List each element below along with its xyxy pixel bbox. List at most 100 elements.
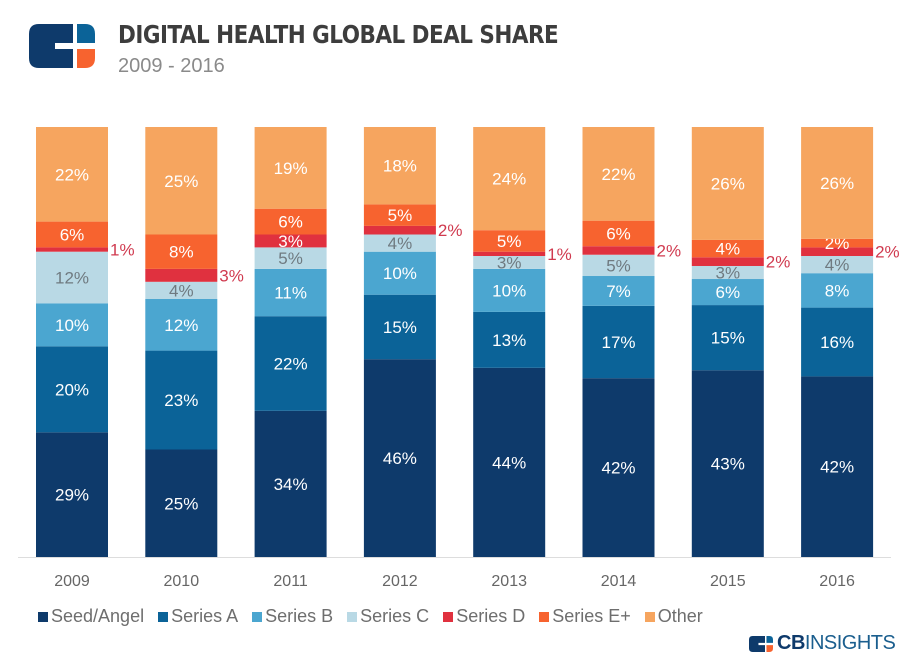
bar-segment-series-d-2013 xyxy=(473,251,546,256)
data-label: 16% xyxy=(820,333,854,352)
bar-segment-series-b-2013 xyxy=(473,268,546,312)
bar-segment-series-e--2016 xyxy=(801,238,874,248)
legend-label: Other xyxy=(657,606,703,626)
stacked-bar-chart: 29% 20% 10% 12% 1% 6% 22% 2009 25% 23% 12% 4% 3% 8% 25… xyxy=(18,127,900,590)
x-tick-label: 2009 xyxy=(54,573,90,590)
chart-title: DIGITAL HEALTH GLOBAL DEAL SHARE xyxy=(118,20,559,49)
bar-segment-series-c-2015 xyxy=(691,265,764,280)
cb-insights-logo xyxy=(29,24,95,68)
legend-swatch xyxy=(443,611,454,622)
data-label: 2% xyxy=(657,241,682,260)
bar-segment-series-b-2011 xyxy=(254,268,327,317)
bar-segment-series-c-2016 xyxy=(801,256,874,274)
data-label: 43% xyxy=(711,455,745,474)
legend-label: Series A xyxy=(171,606,239,626)
bar-segment-series-e--2015 xyxy=(691,239,764,258)
data-label: 19% xyxy=(274,159,308,178)
data-label: 12% xyxy=(55,269,89,288)
bar-segment-series-d-2009 xyxy=(36,247,108,252)
legend-label: Seed/Angel xyxy=(51,606,145,626)
bar-segment-other-2011 xyxy=(254,127,327,209)
data-label: 5% xyxy=(606,256,631,275)
bar-segment-series-d-2015 xyxy=(691,257,764,266)
bar-segment-seed-angel-2009 xyxy=(36,432,108,557)
legend-label: Series B xyxy=(265,606,334,626)
data-label: 34% xyxy=(274,475,308,494)
cb-insights-mark-icon xyxy=(749,635,773,652)
data-label: 4% xyxy=(716,240,741,259)
data-label: 1% xyxy=(547,245,572,264)
bar-segment-series-a-2015 xyxy=(691,305,764,371)
x-tick-label: 2015 xyxy=(710,573,746,590)
legend-swatch xyxy=(252,611,263,622)
bar-segment-series-a-2013 xyxy=(473,311,546,368)
bar-segment-series-d-2010 xyxy=(145,268,218,282)
x-tick-label: 2012 xyxy=(382,573,418,590)
data-label: 6% xyxy=(606,224,631,243)
data-label: 6% xyxy=(716,283,741,302)
bar-segment-series-c-2009 xyxy=(36,251,108,304)
legend-swatch xyxy=(38,611,48,622)
data-label: 6% xyxy=(60,226,85,245)
data-label: 26% xyxy=(711,174,745,193)
bar-segment-series-c-2012 xyxy=(363,234,436,252)
bar-segment-series-d-2012 xyxy=(363,225,436,235)
data-label: 26% xyxy=(820,174,854,193)
data-label: 11% xyxy=(274,284,307,303)
legend-swatch xyxy=(347,611,358,622)
bar-segment-series-e--2009 xyxy=(36,221,108,248)
bar-segment-other-2013 xyxy=(473,127,546,231)
bar-segment-series-e--2010 xyxy=(145,234,218,269)
bar-segment-series-d-2011 xyxy=(254,234,327,248)
data-label: 10% xyxy=(55,316,89,335)
data-label: 1% xyxy=(110,241,135,260)
bar-segment-series-b-2015 xyxy=(691,279,764,306)
bar-segment-series-d-2014 xyxy=(582,246,655,255)
data-label: 3% xyxy=(497,253,522,272)
bar-segment-series-a-2010 xyxy=(145,350,218,450)
legend-label: Series E+ xyxy=(552,606,631,626)
legend-label: Series C xyxy=(360,606,430,626)
bar-segment-series-c-2010 xyxy=(145,281,218,299)
legend-swatch xyxy=(539,611,550,622)
data-label: 23% xyxy=(164,391,198,410)
data-label: 10% xyxy=(383,264,417,283)
bar-segment-series-e--2013 xyxy=(473,230,546,252)
bar-segment-series-e--2012 xyxy=(363,204,436,226)
bar-segment-series-d-2016 xyxy=(801,247,874,256)
data-label: 10% xyxy=(492,281,526,300)
data-label: 18% xyxy=(383,157,417,176)
data-label: 3% xyxy=(219,266,244,285)
bar-segment-seed-angel-2011 xyxy=(254,410,327,557)
brand-wordmark: CBINSIGHTS xyxy=(777,632,896,655)
bar-segment-other-2012 xyxy=(363,127,436,205)
bar-segment-other-2015 xyxy=(691,127,764,240)
bar-segment-series-e--2014 xyxy=(582,220,655,247)
data-label: 29% xyxy=(55,486,89,505)
x-tick-label: 2016 xyxy=(819,573,855,590)
data-label: 20% xyxy=(55,380,89,399)
legend-swatch xyxy=(644,611,655,622)
data-label: 25% xyxy=(164,172,198,191)
data-label: 5% xyxy=(497,232,522,251)
data-label: 2% xyxy=(875,243,900,262)
data-label: 17% xyxy=(601,333,635,352)
bar-segment-series-a-2009 xyxy=(36,346,108,433)
data-label: 5% xyxy=(278,249,303,268)
legend-swatch xyxy=(158,611,169,622)
bar-segment-series-a-2014 xyxy=(582,305,655,379)
data-label: 12% xyxy=(164,316,198,335)
bar-segment-series-a-2012 xyxy=(363,294,436,360)
chart-subtitle: 2009 - 2016 xyxy=(118,55,225,77)
x-tick-label: 2011 xyxy=(273,573,308,590)
bar-segment-series-a-2016 xyxy=(801,307,874,377)
data-label: 42% xyxy=(601,459,635,478)
data-label: 46% xyxy=(383,449,417,468)
bar-segment-other-2016 xyxy=(801,127,874,239)
legend-item: Series B xyxy=(252,606,333,627)
bar-segment-other-2009 xyxy=(36,127,108,222)
legend: Seed/Angel Series A Series B Series C Series… xyxy=(38,606,703,627)
bar-segment-seed-angel-2012 xyxy=(363,359,436,557)
data-label: 4% xyxy=(388,234,413,253)
x-tick-label: 2014 xyxy=(601,573,637,590)
